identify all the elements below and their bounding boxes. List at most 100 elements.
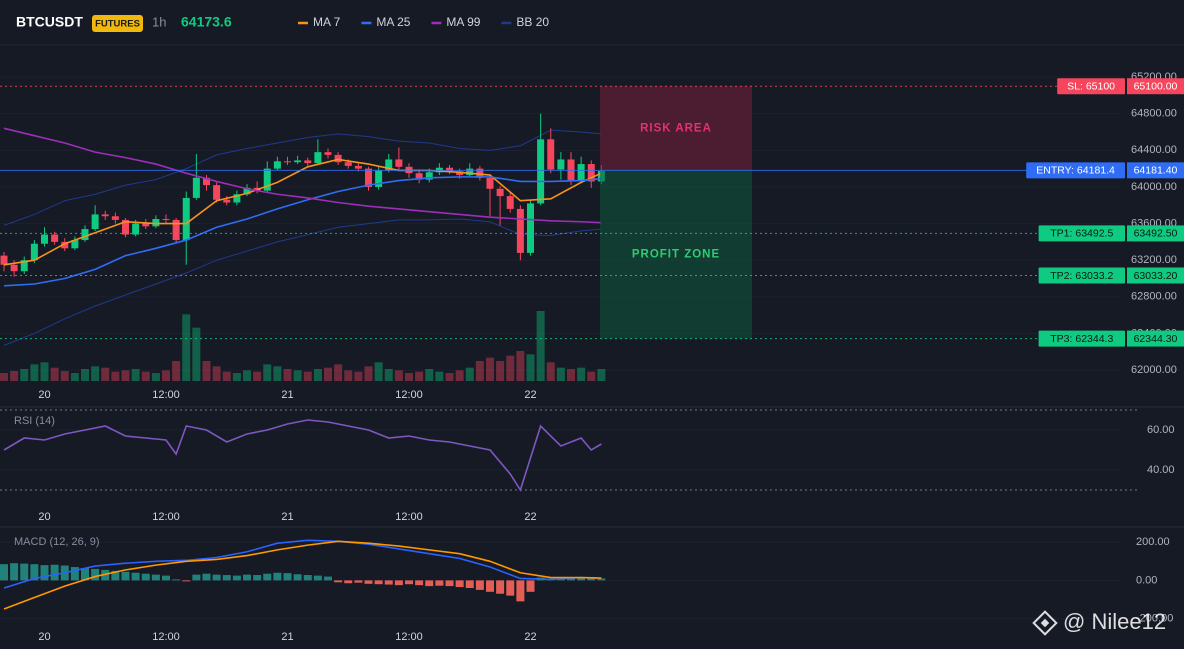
histogram-bar [445, 580, 454, 587]
candle-body [476, 168, 484, 178]
candle-body [243, 187, 251, 195]
candle-body [162, 218, 170, 220]
y-tick-label: 63200.00 [1131, 254, 1177, 266]
volume-bar [405, 373, 413, 381]
volume-bar [212, 366, 221, 381]
y-tick-label: 200.00 [1136, 536, 1170, 548]
histogram-bar [435, 580, 444, 586]
volume-bar [293, 370, 302, 381]
y-tick-label: 64000.00 [1131, 181, 1177, 193]
pane-title: RSI (14) [14, 415, 55, 427]
logo [1040, 618, 1050, 628]
histogram-bar [192, 574, 201, 581]
volume-bar [516, 351, 525, 381]
histogram-bar [91, 568, 100, 581]
histogram-bar [202, 573, 211, 581]
level-tag-bg [1026, 162, 1125, 179]
volume-bar [60, 371, 69, 381]
x-tick-label: 12:00 [395, 511, 423, 523]
volume-bar [10, 371, 19, 381]
candle-body [446, 167, 453, 172]
volume-bar [81, 369, 89, 381]
volume-bar [263, 364, 272, 381]
histogram-bar [344, 580, 353, 584]
volume-bar [121, 370, 130, 381]
level-price-bg [1127, 225, 1184, 242]
histogram-bar [313, 575, 322, 581]
histogram-bar [486, 580, 494, 592]
candle-body [587, 164, 595, 182]
candle-body [557, 159, 565, 170]
candle-body [30, 243, 38, 261]
y-tick-label: 62000.00 [1131, 364, 1177, 376]
histogram-bar [496, 580, 505, 594]
candle-body [182, 197, 190, 241]
candle-body [213, 185, 221, 200]
candle-body [516, 208, 524, 253]
x-tick-label: 21 [281, 511, 293, 523]
x-tick-label: 12:00 [152, 389, 180, 401]
x-tick-label: 12:00 [152, 631, 180, 643]
y-tick-label: 60.00 [1147, 424, 1175, 436]
histogram-bar [475, 580, 484, 590]
candle-body [486, 177, 494, 189]
volume-bar [40, 362, 49, 381]
volume-bar [465, 367, 474, 381]
candle-body [203, 177, 210, 186]
histogram-bar [526, 580, 535, 592]
level-price: 63492.50 [1134, 228, 1178, 240]
volume-bar [202, 361, 211, 381]
y-tick-label: 64800.00 [1131, 108, 1177, 120]
candle-body [263, 168, 271, 191]
histogram-bar [50, 564, 59, 581]
histogram-bar [374, 580, 383, 585]
candle-body [61, 241, 69, 249]
histogram-bar [516, 580, 525, 602]
candle-body [344, 162, 352, 166]
ma-line [3, 158, 602, 266]
candle-body [41, 234, 48, 244]
volume-bar [303, 371, 312, 381]
histogram-bar [405, 580, 413, 585]
volume-bar [324, 367, 332, 381]
histogram-bar [263, 573, 272, 581]
candle-body [142, 223, 150, 227]
candle-body [415, 173, 423, 180]
volume-bar [556, 367, 565, 381]
volume-bar [30, 364, 39, 381]
level-tag-bg [1038, 267, 1125, 284]
volume-bar [20, 369, 29, 381]
histogram-bar [273, 572, 282, 581]
candle-body [223, 199, 231, 203]
bb-line [3, 129, 602, 226]
level-tag-bg [1057, 78, 1125, 95]
zone [600, 86, 752, 171]
level-tag: TP1: 63492.5 [1050, 228, 1113, 240]
level-price-bg [1127, 330, 1184, 347]
candle-body [537, 139, 545, 204]
histogram-bar [324, 576, 332, 581]
histogram-bar [384, 580, 393, 585]
level-price-bg [1127, 78, 1184, 95]
level-tag-bg [1038, 330, 1125, 347]
y-tick-label: 40.00 [1147, 464, 1175, 476]
candle-body [71, 240, 79, 249]
candle-body [51, 234, 59, 242]
volume-bar [91, 366, 100, 381]
histogram-bar [10, 563, 19, 581]
x-tick-label: 12:00 [395, 389, 423, 401]
legend-label: MA 25 [376, 15, 410, 29]
zone-label: PROFIT ZONE [632, 248, 720, 260]
candle-body [395, 159, 403, 167]
watermark-logo [1032, 610, 1058, 636]
volume-bar [496, 361, 505, 381]
x-tick-label: 20 [38, 511, 50, 523]
rsi-line [3, 419, 602, 492]
histogram-bar [81, 567, 89, 581]
level-price: 65100.00 [1134, 80, 1178, 92]
histogram-bar [222, 575, 231, 581]
candle-body [294, 160, 302, 163]
